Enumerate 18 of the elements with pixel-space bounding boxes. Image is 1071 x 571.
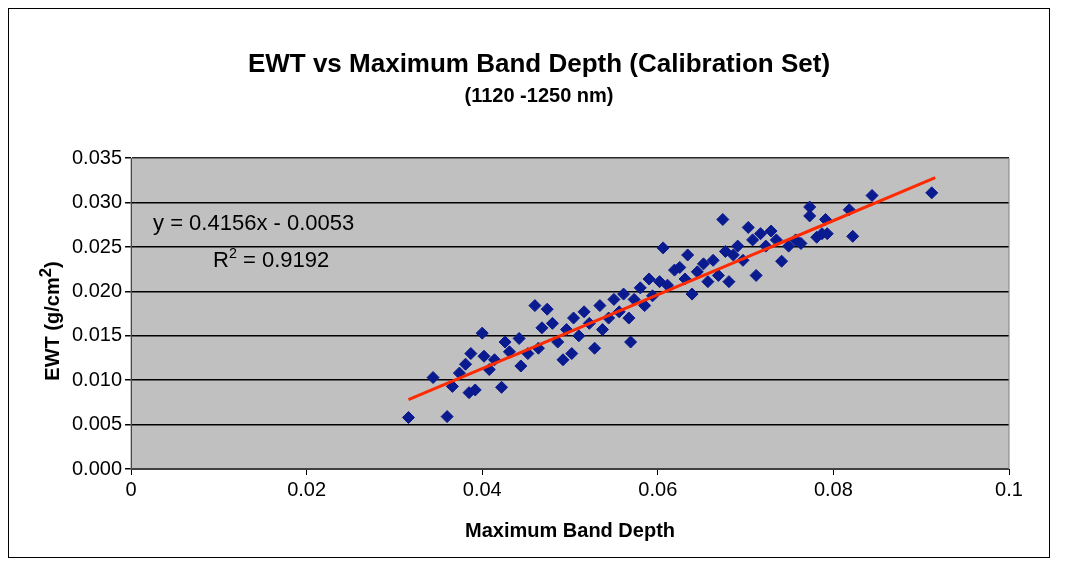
y-tick-label: 0.030 <box>71 190 123 213</box>
y-tick-label: 0.000 <box>71 456 123 479</box>
y-tick-label: 0.010 <box>71 367 123 390</box>
x-axis-title: Maximum Band Depth <box>465 518 676 541</box>
y-tick-label: 0.025 <box>71 234 123 257</box>
x-tick-label: 0.06 <box>638 477 678 500</box>
y-tick-label: 0.020 <box>71 278 123 301</box>
y-tick-label: 0.005 <box>71 412 123 435</box>
y-tick-label: 0.015 <box>71 323 123 346</box>
chart-subtitle: (1120 -1250 nm) <box>464 83 614 106</box>
y-tick-label: 0.035 <box>71 145 123 168</box>
x-tick-label: 0.1 <box>995 477 1023 500</box>
x-tick-label: 0 <box>125 477 137 500</box>
x-tick-label: 0.02 <box>287 477 327 500</box>
chart-title: EWT vs Maximum Band Depth (Calibration Set) <box>247 47 831 78</box>
x-tick-label: 0.04 <box>462 477 502 500</box>
x-tick-label: 0.08 <box>813 477 853 500</box>
annotation: y = 0.4156x - 0.0053 <box>153 210 355 236</box>
